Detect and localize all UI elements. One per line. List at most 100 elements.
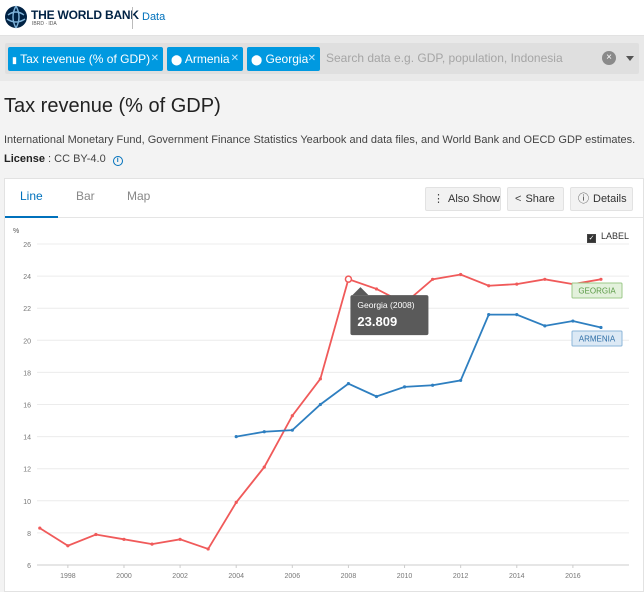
page-title: Tax revenue (% of GDP) [4,95,221,117]
data-point-armenia [543,324,547,328]
data-point-armenia [459,378,463,383]
highlighted-point [344,275,353,283]
data-point-georgia [515,282,519,286]
x-tick-label: 2016 [565,573,581,580]
tab-bar[interactable]: Bar [76,189,95,203]
info-circle-icon: ⓘ [578,193,589,205]
x-tick-label: 1998 [60,573,76,580]
indicator-chip[interactable]: ▮ Tax revenue (% of GDP) ✕ [8,47,163,71]
x-tick-label: 2008 [341,573,357,580]
share-icon: < [515,193,522,205]
data-point-armenia [515,313,519,317]
x-tick-label: 2010 [397,573,413,580]
series-label-box [571,282,623,299]
location-pin-icon: ⬤ [171,55,183,66]
y-tick-label: 10 [23,499,31,506]
tabs-divider [5,217,643,218]
license-label: License [4,153,45,165]
y-tick-label: 20 [23,338,31,345]
tab-line[interactable]: Line [20,189,43,203]
country-chip-georgia[interactable]: ⬤ Georgia ✕ [247,47,320,71]
remove-chip-icon[interactable]: ✕ [307,53,316,64]
data-point-georgia [122,537,126,541]
y-tick-label: 16 [23,403,31,410]
chip-label: Georgia [265,52,309,66]
search-input[interactable]: Search data e.g. GDP, population, Indone… [326,51,563,65]
data-point-armenia [346,382,351,386]
x-tick-label: 2000 [116,573,132,580]
chevron-down-icon[interactable] [626,56,634,61]
tooltip-box [350,295,429,336]
share-button[interactable]: < Share [507,187,564,211]
data-point-georgia [66,544,70,548]
details-label: Details [593,193,627,205]
brand-name[interactable]: THE WORLD BANK [31,8,139,22]
license: License : CC BY-4.0 i [4,153,123,166]
remove-chip-icon[interactable]: ✕ [230,53,239,64]
filter-bar: ▮ Tax revenue (% of GDP) ✕ ⬤ Armenia ✕ ⬤… [0,36,644,81]
x-tick-label: 2002 [172,573,188,580]
series-line-armenia [236,313,602,438]
world-bank-logo-icon[interactable] [4,5,28,29]
license-value: : CC BY-4.0 [48,153,106,165]
data-point-armenia [487,313,491,317]
data-point-georgia [150,542,154,546]
data-link[interactable]: Data [142,11,166,23]
filter-input-box[interactable]: ▮ Tax revenue (% of GDP) ✕ ⬤ Armenia ✕ ⬤… [5,43,639,74]
data-point-georgia [599,277,603,281]
also-show-label: Also Show [448,193,500,205]
data-point-armenia [599,325,603,330]
tooltip-title: Georgia (2008) [357,300,414,310]
location-pin-icon: ⬤ [251,55,263,66]
y-tick-label: 12 [23,467,31,474]
x-tick-label: 2004 [228,573,244,580]
y-tick-label: 24 [23,274,31,281]
label-toggle-text: LABEL [601,231,630,241]
tooltip-value: 23.809 [357,314,397,329]
series-label-box [571,330,623,347]
data-point-armenia [318,402,322,407]
y-tick-label: 22 [23,306,31,313]
data-point-georgia [38,526,42,530]
data-point-georgia [318,377,322,381]
clear-icon[interactable]: × [602,51,616,65]
checkbox-icon[interactable]: ✓ [587,234,596,243]
y-tick-label: 14 [23,435,31,442]
data-point-armenia [402,385,407,389]
top-bar: THE WORLD BANK IBRD · IDA Data [0,0,644,36]
data-point-armenia [290,428,294,432]
also-show-button[interactable]: ⋮ Also Show [425,187,501,211]
data-point-georgia [234,500,238,505]
chip-label: Tax revenue (% of GDP) [20,52,151,66]
y-tick-label: 6 [27,563,31,570]
data-point-armenia [374,394,379,399]
data-point-georgia [487,284,491,288]
data-point-armenia [431,383,435,387]
y-axis-label: % [13,228,19,235]
x-tick-label: 2012 [453,573,469,580]
country-chip-armenia[interactable]: ⬤ Armenia ✕ [167,47,243,71]
bar-chart-icon: ▮ [12,55,17,65]
tab-map[interactable]: Map [127,189,151,203]
line-chart: 6 8 10 12 14 16 18 20 22 24 26% 1998 2000 2002 2004 200… [13,228,629,580]
details-button[interactable]: ⓘ Details [570,187,633,211]
series-label-georgia: GEORGIA [578,287,616,296]
series-label-armenia: ARMENIA [579,335,616,344]
tooltip-pointer [352,287,369,296]
y-tick-label: 8 [27,531,31,538]
data-point-georgia [94,532,98,537]
data-point-armenia [262,430,266,434]
data-point-georgia [459,272,463,277]
data-point-georgia [543,277,547,281]
data-point-georgia [431,277,435,281]
data-point-georgia [262,465,266,469]
data-point-georgia [178,537,182,541]
label-toggle[interactable]: ✓ LABEL [587,231,629,243]
y-tick-label: 18 [23,370,31,377]
share-label: Share [525,193,555,205]
info-icon[interactable]: i [112,156,123,166]
more-vertical-icon: ⋮ [433,193,444,205]
remove-chip-icon[interactable]: ✕ [150,53,159,64]
source-text: International Monetary Fund, Government … [4,134,636,146]
brand-subtitle: IBRD · IDA [32,21,57,27]
